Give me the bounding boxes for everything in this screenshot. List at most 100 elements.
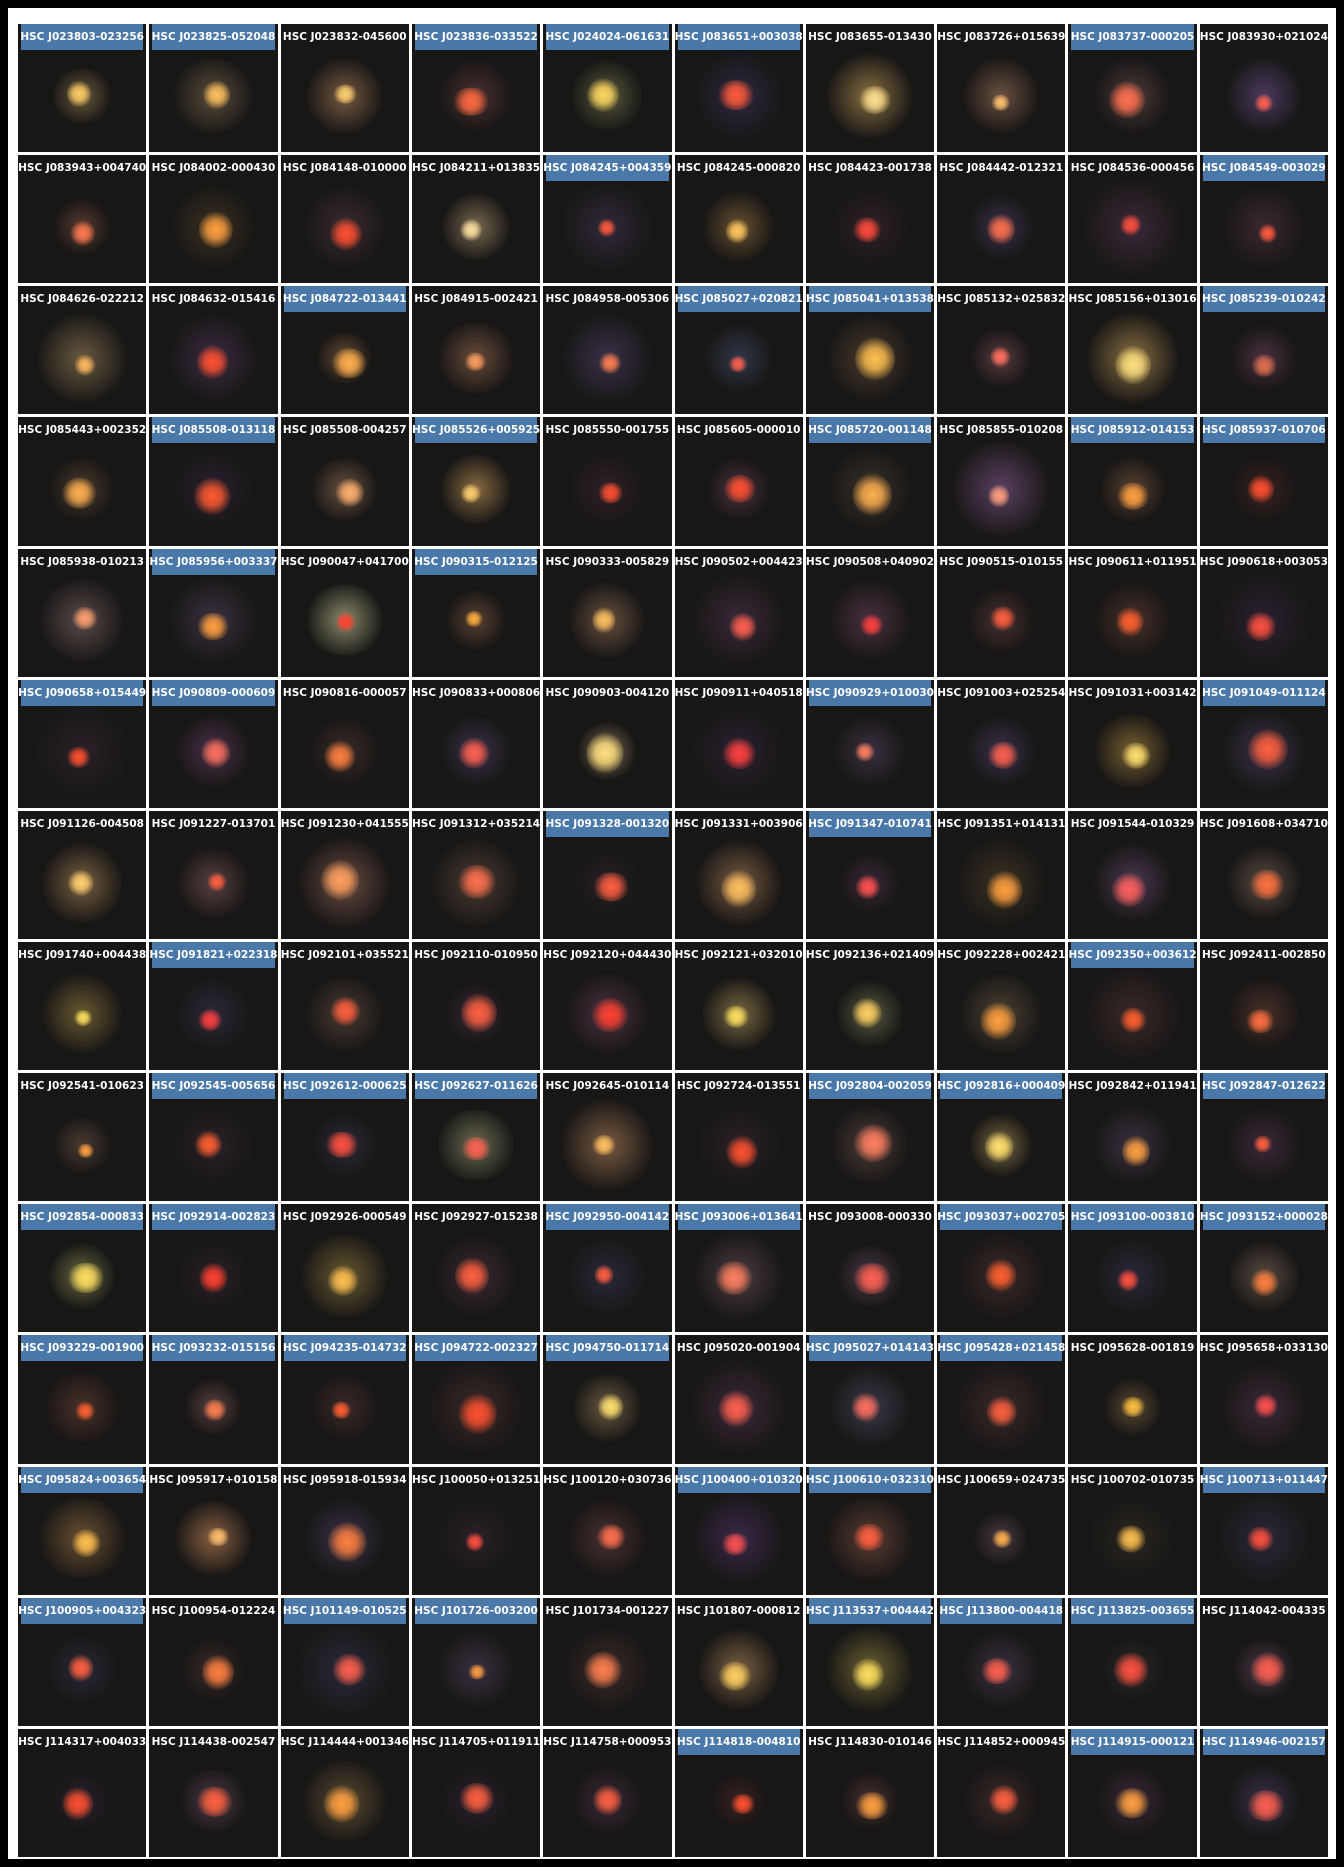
galaxy-cutout: HSC J114946-002157	[1199, 1728, 1328, 1857]
galaxy-core	[1113, 1788, 1150, 1818]
galaxy-cutout: HSC J092411-002850	[1199, 941, 1328, 1071]
cutout-label: HSC J101734-001227	[545, 1604, 670, 1617]
galaxy-core	[457, 864, 497, 900]
galaxy-cutout: HSC J085508-004257	[280, 417, 409, 546]
galaxy-cutout: HSC J084245+004359	[543, 155, 672, 284]
galaxy-core	[1115, 345, 1151, 385]
galaxy-core	[593, 1784, 623, 1816]
cutout-label: HSC J090911+040518	[674, 686, 803, 699]
cutout-label: HSC J092120+044430	[543, 948, 672, 961]
cutout-label: HSC J092228+002421	[937, 948, 1066, 961]
galaxy-core	[194, 477, 231, 515]
galaxy-cutout: HSC J091049-011124	[1199, 679, 1328, 808]
galaxy-cutout: HSC J083651+003038	[674, 24, 803, 153]
galaxy-cutout: HSC J095020-001904	[674, 1335, 803, 1464]
cutout-label: HSC J085239-010242	[1202, 286, 1326, 313]
cutout-label: HSC J093006+013641	[675, 1204, 803, 1231]
galaxy-core	[331, 348, 368, 379]
galaxy-core	[1120, 213, 1142, 236]
galaxy-core	[1113, 1652, 1149, 1688]
cutout-label: HSC J093229-001900	[20, 1335, 144, 1362]
cutout-label: HSC J113537+004442	[806, 1597, 934, 1624]
galaxy-cutout: HSC J085550-001755	[543, 417, 672, 546]
galaxy-core	[586, 732, 624, 774]
galaxy-cutout: HSC J094722-002327	[411, 1335, 541, 1464]
cutout-label: HSC J101807-000812	[676, 1604, 801, 1617]
galaxy-cutout: HSC J094235-014732	[280, 1335, 409, 1464]
galaxy-core	[859, 615, 885, 636]
galaxy-cutout: HSC J083737-000205	[1068, 24, 1197, 153]
galaxy-cutout: HSC J114852+000945	[937, 1728, 1066, 1857]
cutout-label: HSC J083737-000205	[1071, 24, 1194, 50]
cutout-label: HSC J084423-001738	[808, 162, 932, 175]
galaxy-cutout: HSC J090929+010030	[805, 679, 935, 808]
galaxy-cutout: HSC J092854-000833	[18, 1204, 147, 1333]
galaxy-cutout: HSC J090333-005829	[543, 548, 672, 677]
galaxy-cutout: HSC J085526+005925	[411, 417, 541, 546]
galaxy-cutout: HSC J084002-000430	[149, 155, 278, 284]
galaxy-core	[206, 1527, 230, 1546]
galaxy-cutout: HSC J083930+021024	[1199, 24, 1328, 153]
galaxy-cutout: HSC J085956+003337	[149, 548, 278, 677]
cutout-label: HSC J100400+010320	[675, 1466, 803, 1493]
cutout-label: HSC J114758+000953	[543, 1735, 672, 1748]
cutout-label: HSC J085508-013118	[152, 417, 275, 444]
galaxy-core	[718, 1661, 753, 1691]
galaxy-cutout: HSC J090047+041700	[280, 548, 409, 677]
cutout-label: HSC J090333-005829	[545, 555, 670, 568]
galaxy-core	[323, 1784, 361, 1824]
galaxy-core	[62, 1786, 94, 1821]
galaxy-cutout: HSC J100120+030736	[543, 1466, 672, 1595]
galaxy-core	[464, 352, 487, 372]
cutout-label: HSC J090658+015449	[18, 679, 146, 706]
galaxy-core	[321, 859, 359, 901]
galaxy-cutout: HSC J090611+011951	[1068, 548, 1197, 677]
galaxy-core	[74, 354, 96, 376]
galaxy-cutout: HSC J114758+000953	[543, 1728, 672, 1857]
galaxy-cutout: HSC J090515-010155	[937, 548, 1066, 677]
cutout-label: HSC J085027+020821	[675, 286, 803, 313]
galaxy-cutout: HSC J091227-013701	[149, 810, 278, 939]
galaxy-cutout: HSC J090903-004120	[543, 679, 672, 808]
cutout-label: HSC J090816-000057	[282, 686, 407, 699]
galaxy-core	[195, 1786, 235, 1817]
galaxy-cutout: HSC J090816-000057	[280, 679, 409, 808]
galaxy-core	[852, 217, 882, 243]
galaxy-core	[330, 217, 363, 251]
galaxy-cutout: HSC J114438-002547	[149, 1728, 278, 1857]
galaxy-cutout: HSC J092228+002421	[937, 941, 1066, 1071]
galaxy-core	[851, 1392, 880, 1423]
galaxy-cutout: HSC J084958-005306	[543, 286, 672, 415]
cutout-label: HSC J094750-011714	[546, 1335, 669, 1362]
galaxy-core	[723, 474, 757, 504]
cutout-label: HSC J092950-004142	[546, 1204, 669, 1231]
galaxy-cutout: HSC J094750-011714	[543, 1335, 672, 1464]
galaxy-cutout: HSC J092541-010623	[18, 1073, 147, 1202]
galaxy-core	[988, 1785, 1019, 1816]
cutout-label: HSC J100120+030736	[543, 1473, 672, 1486]
cutout-label: HSC J085855-010208	[939, 424, 1064, 437]
galaxy-cutout: HSC J091821+022318	[149, 941, 278, 1071]
galaxy-core	[590, 1134, 617, 1155]
cutout-label: HSC J084536-000456	[1070, 162, 1195, 175]
cutout-label: HSC J083726+015639	[937, 31, 1066, 43]
galaxy-core	[332, 1653, 366, 1687]
galaxy-cutout: HSC J092627-011626	[411, 1073, 541, 1202]
cutout-label: HSC J100954-012224	[151, 1604, 276, 1617]
cutout-label: HSC J090047+041700	[280, 555, 409, 568]
galaxy-cutout: HSC J092842+011941	[1068, 1073, 1197, 1202]
cutout-label: HSC J114438-002547	[151, 1735, 276, 1748]
galaxy-core	[590, 998, 629, 1032]
galaxy-core	[990, 346, 1011, 368]
galaxy-cutout: HSC J085912-014153	[1068, 417, 1197, 546]
galaxy-core	[1116, 607, 1144, 638]
galaxy-cutout: HSC J100702-010735	[1068, 1466, 1197, 1595]
cutout-label: HSC J090502+004423	[674, 555, 803, 568]
cutout-label: HSC J094722-002327	[414, 1335, 538, 1362]
galaxy-cutout: HSC J085041+013538	[805, 286, 935, 415]
cutout-label: HSC J090618+003053	[1199, 555, 1328, 568]
galaxy-cutout: HSC J083943+004740	[18, 155, 147, 284]
cutout-label: HSC J114444+001346	[280, 1735, 409, 1748]
cutout-label: HSC J091347-010741	[808, 810, 932, 837]
galaxy-cutout: HSC J113800-004418	[937, 1597, 1066, 1726]
